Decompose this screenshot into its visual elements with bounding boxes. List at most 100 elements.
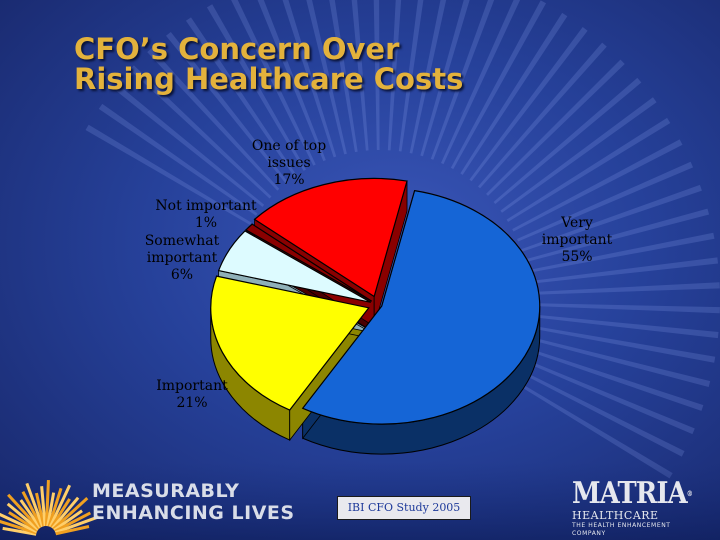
pie-slice-somewhat-important (217, 230, 372, 303)
background-ray (85, 124, 252, 225)
background-ray (98, 103, 258, 216)
background-ray (513, 366, 685, 457)
sunburst-ray (0, 519, 37, 535)
sunburst-ray (25, 482, 44, 528)
background-ray (460, 12, 568, 175)
pie-slice-important (210, 275, 370, 411)
sunburst-ray (19, 499, 42, 529)
title-line-2: Rising Healthcare Costs (74, 62, 464, 96)
label-top-issues: One of top issues 17% (240, 138, 338, 189)
background-ray (525, 335, 711, 388)
logo-subtitle: HEALTHCARE (572, 509, 659, 522)
background-ray (147, 48, 280, 191)
pie-slice-very-important (301, 189, 541, 425)
sunburst-ray (52, 497, 89, 531)
background-ray (529, 303, 720, 314)
label-important-value: 21% (176, 395, 208, 411)
background-ray (486, 59, 625, 196)
background-ray (517, 161, 694, 242)
label-very-important-value: 55% (561, 249, 593, 265)
pie-tops (210, 177, 541, 425)
background-ray (351, 0, 369, 151)
pie-slice-one-of-top-issues (253, 177, 408, 298)
background-ray (441, 0, 521, 165)
background-ray (398, 0, 424, 152)
logo-reg-mark: ® (686, 489, 693, 498)
label-not-important-name: Not important (155, 198, 257, 214)
background-ray (469, 27, 588, 182)
background-ray (373, 0, 380, 151)
sunburst-ray (40, 486, 47, 527)
background-ray (450, 0, 547, 170)
background-ray (493, 77, 642, 205)
background-ray (529, 314, 719, 339)
pie-slice-not-important (244, 223, 373, 302)
background-ray (478, 42, 607, 189)
sunburst-ray (50, 498, 71, 529)
background-ray (500, 97, 657, 213)
background-ray (420, 0, 470, 157)
background-ray (528, 257, 719, 284)
background-ray (409, 0, 447, 154)
sunburst-ray (53, 509, 83, 532)
sunburst-ray (54, 511, 92, 533)
background-ray (185, 17, 297, 177)
sunburst-ray (0, 512, 38, 534)
background-ray (206, 4, 306, 171)
slogan-line-1: MEASURABLY (92, 480, 240, 502)
logo-name-text: MATRIA (572, 476, 688, 511)
background-ray (231, 0, 316, 166)
background-ray (529, 282, 720, 295)
label-top-issues-name-2: issues (267, 155, 311, 171)
label-somewhat-important-name-2: important (146, 250, 218, 266)
label-somewhat-important: Somewhat important 6% (138, 233, 226, 284)
background-ray (517, 356, 695, 435)
sunburst-ray (55, 525, 90, 536)
background-ray (306, 0, 347, 155)
sunburst-ray (21, 490, 43, 528)
label-top-issues-name-1: One of top (251, 138, 327, 154)
background-ray (166, 31, 288, 184)
logo-tagline: THE HEALTH ENHANCEMENT COMPANY (572, 522, 671, 537)
sunburst-ray (48, 484, 72, 528)
sunburst-ray (6, 502, 40, 531)
background-ray (527, 232, 715, 274)
slogan: MEASURABLY ENHANCING LIVES (92, 480, 295, 524)
background-ray (282, 0, 337, 158)
label-top-issues-value: 17% (273, 172, 305, 188)
source-citation: IBI CFO Study 2005 (337, 496, 471, 520)
sunburst-ray (7, 493, 41, 530)
label-very-important-name-2: important (541, 232, 613, 248)
background-ray (257, 0, 326, 162)
label-somewhat-important-value: 6% (170, 267, 194, 283)
background-ray (527, 325, 716, 363)
background-ray (512, 139, 683, 232)
background-ray (524, 208, 710, 263)
label-important-name: Important (156, 378, 228, 394)
background-ray (507, 376, 673, 479)
label-important: Important 21% (146, 378, 238, 412)
slogan-line-2: ENHANCING LIVES (92, 502, 295, 524)
background-ray (506, 117, 671, 222)
sunburst-ray (51, 496, 80, 530)
background-ray (521, 184, 702, 252)
sunburst-ray (46, 492, 56, 527)
label-not-important: Not important 1% (150, 198, 262, 232)
background-ray (430, 0, 495, 160)
label-not-important-value: 1% (194, 215, 218, 231)
label-very-important: Very important 55% (534, 215, 620, 266)
title-line-1: CFO’s Concern Over (74, 32, 400, 66)
matria-logo: MATRIA® HEALTHCARE THE HEALTH ENHANCEMEN… (572, 478, 702, 538)
background-ray (387, 0, 402, 151)
sunburst-ray (2, 526, 37, 536)
background-ray (329, 0, 358, 153)
sunburst-ray (54, 515, 100, 534)
slide-title: CFO’s Concern Over Rising Healthcare Cos… (74, 34, 463, 94)
sunburst-ray (8, 511, 39, 532)
background-ray (113, 84, 265, 207)
sunburst-ray (47, 487, 63, 527)
sunburst-ray (44, 479, 50, 527)
label-somewhat-important-name-1: Somewhat (144, 233, 220, 249)
